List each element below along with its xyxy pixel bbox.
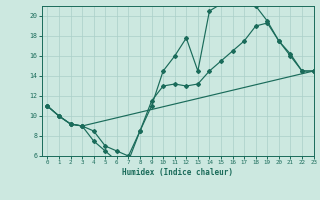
X-axis label: Humidex (Indice chaleur): Humidex (Indice chaleur) [122, 168, 233, 177]
